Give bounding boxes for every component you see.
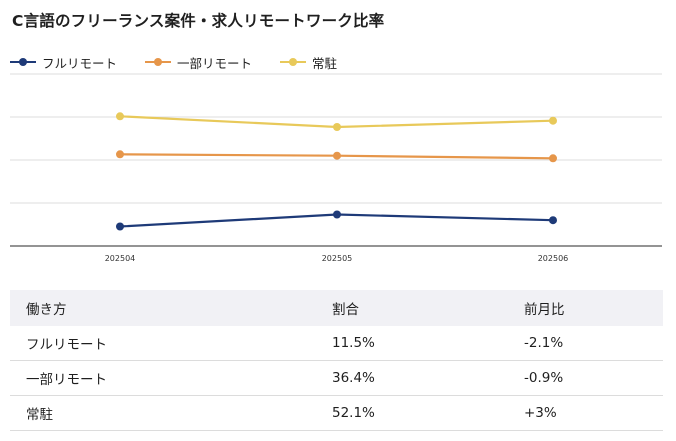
table-row: 常駐 52.1% +3%: [10, 395, 663, 431]
chart-title: C言語のフリーランス案件・求人リモートワーク比率: [12, 12, 385, 30]
legend-label-onsite: 常駐: [312, 55, 338, 71]
legend-item-onsite[interactable]: 常駐: [280, 53, 337, 72]
column-header-mom: 前月比: [508, 290, 663, 326]
cell-mom: -2.1%: [508, 326, 663, 361]
table-row: 一部リモート 36.4% -0.9%: [10, 360, 663, 396]
data-point-full-remote: [333, 210, 341, 219]
cell-ratio: 52.1%: [316, 395, 508, 431]
table-header-row: 働き方 割合 前月比: [10, 290, 663, 326]
data-point-full-remote: [116, 222, 124, 231]
cell-work-style: 常駐: [10, 395, 316, 431]
table-row: フルリモート 11.5% -2.1%: [10, 326, 663, 361]
x-tick-label: 202504: [105, 254, 136, 263]
column-header-ratio: 割合: [316, 290, 508, 326]
line-chart: 202504 202505 202506: [10, 73, 662, 263]
legend-label-full-remote: フルリモート: [42, 55, 118, 71]
cell-mom: +3%: [508, 395, 663, 431]
column-header-work-style: 働き方: [10, 290, 316, 326]
data-point-onsite: [333, 123, 341, 131]
data-point-partial-remote: [116, 150, 124, 159]
chart-legend: フルリモート 一部リモート 常駐: [10, 53, 365, 71]
cell-work-style: 一部リモート: [10, 360, 316, 396]
legend-swatch-onsite: [280, 53, 307, 71]
legend-item-full-remote[interactable]: フルリモート: [10, 53, 117, 72]
data-point-partial-remote: [549, 154, 557, 163]
legend-label-partial-remote: 一部リモート: [177, 55, 253, 71]
legend-item-partial-remote[interactable]: 一部リモート: [145, 53, 252, 72]
x-tick-label: 202505: [322, 254, 353, 263]
data-point-onsite: [549, 116, 557, 125]
cell-ratio: 36.4%: [316, 360, 508, 396]
legend-swatch-partial-remote: [145, 53, 172, 71]
cell-mom: -0.9%: [508, 360, 663, 396]
ratio-table: 働き方 割合 前月比 フルリモート 11.5% -2.1% 一部リモート 36.…: [10, 290, 663, 431]
data-point-onsite: [116, 112, 124, 121]
cell-ratio: 11.5%: [316, 326, 508, 361]
data-point-partial-remote: [333, 151, 341, 160]
data-point-full-remote: [549, 216, 557, 225]
cell-work-style: フルリモート: [10, 326, 316, 361]
x-tick-label: 202506: [538, 254, 569, 263]
legend-swatch-full-remote: [10, 53, 36, 71]
